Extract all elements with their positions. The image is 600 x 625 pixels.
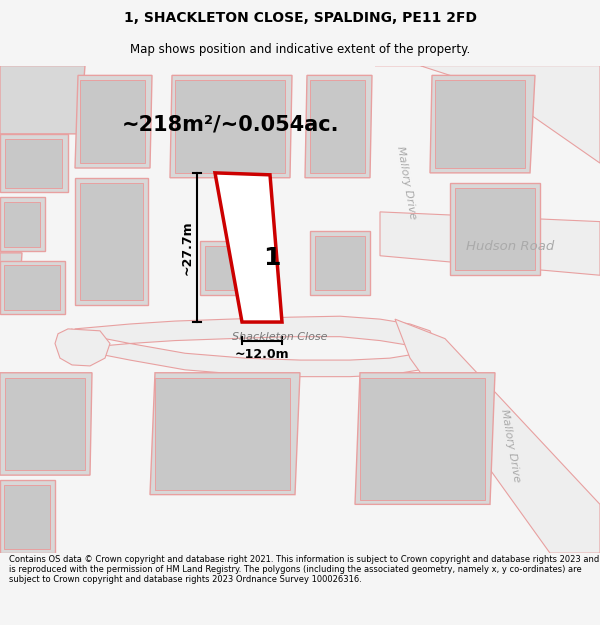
Polygon shape	[355, 372, 495, 504]
Text: Map shows position and indicative extent of the property.: Map shows position and indicative extent…	[130, 42, 470, 56]
Polygon shape	[200, 241, 265, 295]
Polygon shape	[205, 246, 260, 290]
Text: 1, SHACKLETON CLOSE, SPALDING, PE11 2FD: 1, SHACKLETON CLOSE, SPALDING, PE11 2FD	[124, 11, 476, 26]
Polygon shape	[70, 316, 435, 377]
Polygon shape	[80, 182, 143, 299]
Polygon shape	[5, 378, 85, 470]
Polygon shape	[310, 80, 365, 173]
Polygon shape	[0, 253, 22, 285]
Polygon shape	[0, 198, 45, 251]
Text: Mallory Drive: Mallory Drive	[395, 145, 418, 220]
Polygon shape	[380, 212, 600, 275]
Text: Contains OS data © Crown copyright and database right 2021. This information is : Contains OS data © Crown copyright and d…	[9, 554, 599, 584]
Polygon shape	[305, 76, 372, 178]
Polygon shape	[315, 236, 365, 290]
Polygon shape	[4, 202, 40, 247]
Polygon shape	[0, 480, 55, 553]
Polygon shape	[75, 177, 148, 304]
Polygon shape	[155, 378, 290, 490]
Polygon shape	[0, 66, 85, 134]
Polygon shape	[310, 231, 370, 295]
Polygon shape	[5, 139, 62, 188]
Polygon shape	[75, 76, 152, 168]
Polygon shape	[435, 80, 525, 168]
Text: Hudson Road: Hudson Road	[466, 239, 554, 252]
Polygon shape	[175, 80, 285, 173]
Polygon shape	[395, 319, 600, 553]
Text: ~12.0m: ~12.0m	[235, 348, 289, 361]
Polygon shape	[80, 80, 145, 163]
Text: ~27.7m: ~27.7m	[181, 220, 193, 275]
Text: 1: 1	[263, 246, 281, 270]
Polygon shape	[150, 372, 300, 494]
Polygon shape	[4, 485, 50, 549]
Polygon shape	[455, 188, 535, 271]
Polygon shape	[170, 76, 292, 178]
Polygon shape	[360, 378, 485, 499]
Polygon shape	[215, 173, 282, 322]
Polygon shape	[375, 66, 600, 163]
Polygon shape	[55, 329, 110, 366]
Text: Mallory Drive: Mallory Drive	[499, 409, 521, 483]
Polygon shape	[0, 261, 65, 314]
Polygon shape	[430, 76, 535, 173]
Polygon shape	[0, 372, 92, 475]
Polygon shape	[0, 134, 68, 192]
Polygon shape	[450, 182, 540, 275]
Text: Shackleton Close: Shackleton Close	[232, 332, 328, 342]
Polygon shape	[4, 264, 60, 311]
Text: ~218m²/~0.054ac.: ~218m²/~0.054ac.	[121, 114, 339, 134]
